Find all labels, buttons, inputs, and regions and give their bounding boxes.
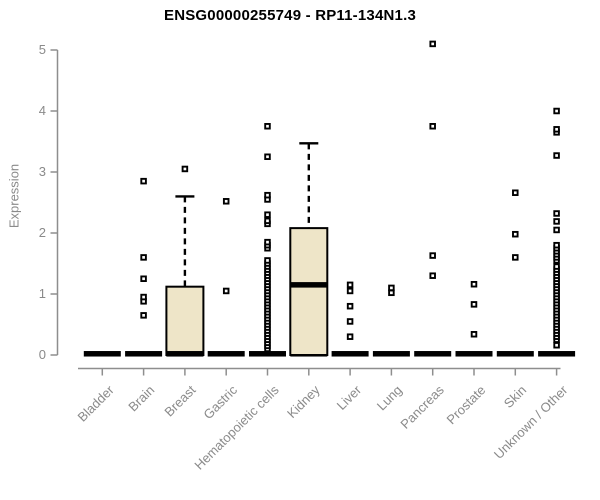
outlier-point	[140, 254, 147, 261]
median-bar	[207, 351, 245, 357]
outlier-point	[553, 341, 560, 349]
outlier-point	[181, 165, 189, 173]
y-tick-label: 1	[38, 286, 46, 301]
y-tick-label: 2	[38, 225, 46, 240]
outlier-point	[512, 189, 519, 196]
outlier-point	[140, 177, 147, 185]
median-bar	[455, 351, 493, 357]
outlier-point	[264, 217, 271, 225]
outlier-point	[140, 293, 147, 301]
outlier-point	[346, 287, 354, 295]
outlier-point	[470, 280, 478, 288]
median-bar	[331, 351, 369, 357]
median-bar	[496, 351, 534, 357]
outlier-point	[388, 284, 395, 292]
outlier-point	[553, 210, 560, 217]
outlier-point	[346, 281, 354, 289]
median-bar	[125, 351, 163, 357]
outlier-point	[222, 198, 230, 205]
outlier-point	[429, 122, 436, 130]
chart-title: ENSG00000255749 - RP11-134N1.3	[163, 7, 416, 24]
outlier-point	[429, 40, 436, 48]
outlier-point	[553, 263, 560, 270]
outlier-point	[553, 218, 560, 225]
outlier-point	[512, 254, 519, 261]
median-bar	[249, 351, 286, 357]
outlier-point	[553, 107, 560, 115]
outlier-point	[264, 122, 271, 130]
outlier-point	[264, 257, 271, 264]
outlier-point	[346, 302, 354, 310]
outlier-point	[553, 241, 560, 249]
median-bar	[372, 351, 410, 357]
outlier-point	[388, 289, 395, 297]
median-line	[290, 282, 328, 288]
outlier-point	[553, 226, 560, 234]
outlier-point	[264, 238, 271, 246]
outlier-point	[346, 318, 354, 325]
median-bar	[83, 351, 121, 357]
outlier-point	[429, 272, 436, 279]
iqr-box	[165, 285, 205, 356]
outlier-point	[264, 153, 271, 160]
median-bar	[414, 351, 452, 357]
y-tick-label: 0	[38, 347, 46, 362]
outlier-point	[470, 301, 478, 308]
outlier-point	[140, 275, 147, 283]
outlier-point	[512, 230, 519, 238]
outlier-point	[222, 287, 230, 295]
median-line	[166, 351, 204, 357]
outlier-point	[264, 211, 271, 218]
outlier-point	[553, 152, 560, 159]
y-tick-label: 3	[38, 164, 46, 179]
y-tick-label: 5	[38, 42, 46, 57]
outlier-point	[346, 333, 354, 340]
outlier-point	[264, 191, 271, 199]
outlier-point	[429, 252, 436, 259]
outlier-point	[553, 126, 560, 133]
outlier-point	[140, 312, 147, 319]
median-bar	[538, 351, 576, 357]
outlier-point	[470, 331, 478, 338]
iqr-box	[289, 227, 329, 356]
y-tick-label: 4	[38, 103, 46, 118]
